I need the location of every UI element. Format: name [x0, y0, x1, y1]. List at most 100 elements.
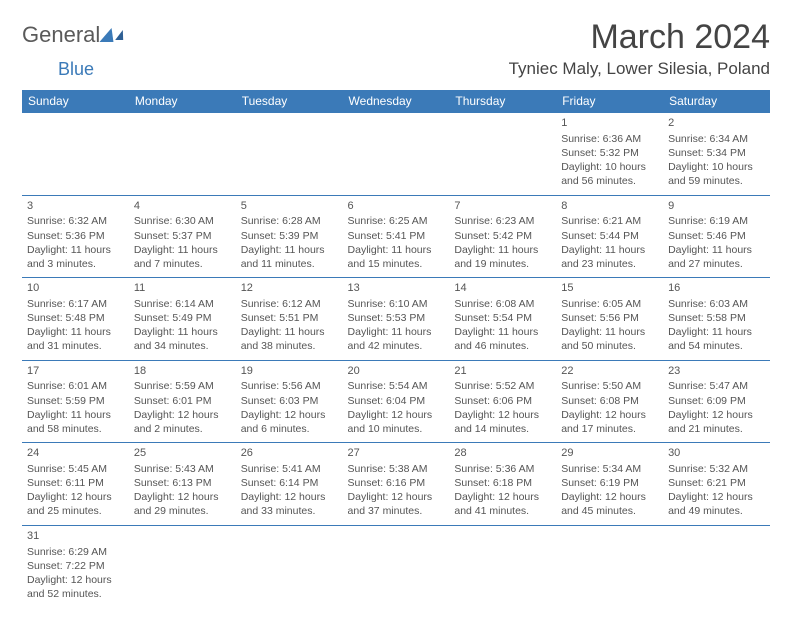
daylight-text: Daylight: 12 hours: [27, 490, 124, 504]
day-number: 18: [134, 364, 231, 379]
day-header: Saturday: [663, 90, 770, 113]
sunset-text: Sunset: 6:01 PM: [134, 394, 231, 408]
daylight-text: Daylight: 12 hours: [668, 408, 765, 422]
daylight-text: Daylight: 11 hours: [27, 325, 124, 339]
calendar-cell: [449, 525, 556, 607]
sunset-text: Sunset: 5:54 PM: [454, 311, 551, 325]
day-number: 8: [561, 199, 658, 214]
daylight-text: Daylight: 11 hours: [134, 243, 231, 257]
calendar-cell: 22Sunrise: 5:50 AMSunset: 6:08 PMDayligh…: [556, 360, 663, 443]
calendar-cell: 28Sunrise: 5:36 AMSunset: 6:18 PMDayligh…: [449, 443, 556, 526]
calendar-cell: 26Sunrise: 5:41 AMSunset: 6:14 PMDayligh…: [236, 443, 343, 526]
calendar-cell: 21Sunrise: 5:52 AMSunset: 6:06 PMDayligh…: [449, 360, 556, 443]
calendar-row: 17Sunrise: 6:01 AMSunset: 5:59 PMDayligh…: [22, 360, 770, 443]
day-number: 17: [27, 364, 124, 379]
daylight-text: and 27 minutes.: [668, 257, 765, 271]
daylight-text: Daylight: 11 hours: [134, 325, 231, 339]
calendar-cell: 13Sunrise: 6:10 AMSunset: 5:53 PMDayligh…: [343, 278, 450, 361]
day-number: 16: [668, 281, 765, 296]
sunrise-text: Sunrise: 6:28 AM: [241, 214, 338, 228]
day-number: 20: [348, 364, 445, 379]
calendar-cell: 2Sunrise: 6:34 AMSunset: 5:34 PMDaylight…: [663, 113, 770, 196]
sunset-text: Sunset: 5:59 PM: [27, 394, 124, 408]
daylight-text: and 54 minutes.: [668, 339, 765, 353]
sunrise-text: Sunrise: 5:36 AM: [454, 462, 551, 476]
daylight-text: and 41 minutes.: [454, 504, 551, 518]
day-number: 5: [241, 199, 338, 214]
calendar-cell: [663, 525, 770, 607]
sunset-text: Sunset: 5:46 PM: [668, 229, 765, 243]
sunset-text: Sunset: 7:22 PM: [27, 559, 124, 573]
sunset-text: Sunset: 5:44 PM: [561, 229, 658, 243]
daylight-text: Daylight: 11 hours: [668, 325, 765, 339]
sunrise-text: Sunrise: 5:43 AM: [134, 462, 231, 476]
calendar-row: 1Sunrise: 6:36 AMSunset: 5:32 PMDaylight…: [22, 113, 770, 196]
day-number: 26: [241, 446, 338, 461]
day-number: 3: [27, 199, 124, 214]
calendar-cell: 18Sunrise: 5:59 AMSunset: 6:01 PMDayligh…: [129, 360, 236, 443]
day-number: 7: [454, 199, 551, 214]
day-header: Sunday: [22, 90, 129, 113]
sunset-text: Sunset: 6:18 PM: [454, 476, 551, 490]
daylight-text: Daylight: 12 hours: [134, 490, 231, 504]
daylight-text: and 56 minutes.: [561, 174, 658, 188]
day-header: Thursday: [449, 90, 556, 113]
sunset-text: Sunset: 5:53 PM: [348, 311, 445, 325]
daylight-text: Daylight: 11 hours: [561, 243, 658, 257]
day-number: 23: [668, 364, 765, 379]
calendar-cell: 1Sunrise: 6:36 AMSunset: 5:32 PMDaylight…: [556, 113, 663, 196]
calendar-cell: [236, 113, 343, 196]
sunrise-text: Sunrise: 6:03 AM: [668, 297, 765, 311]
day-number: 6: [348, 199, 445, 214]
calendar-cell: 24Sunrise: 5:45 AMSunset: 6:11 PMDayligh…: [22, 443, 129, 526]
sunrise-text: Sunrise: 5:50 AM: [561, 379, 658, 393]
daylight-text: and 38 minutes.: [241, 339, 338, 353]
calendar-cell: 17Sunrise: 6:01 AMSunset: 5:59 PMDayligh…: [22, 360, 129, 443]
calendar-cell: 7Sunrise: 6:23 AMSunset: 5:42 PMDaylight…: [449, 195, 556, 278]
sunset-text: Sunset: 5:56 PM: [561, 311, 658, 325]
daylight-text: and 50 minutes.: [561, 339, 658, 353]
day-number: 12: [241, 281, 338, 296]
daylight-text: and 7 minutes.: [134, 257, 231, 271]
sunrise-text: Sunrise: 5:38 AM: [348, 462, 445, 476]
day-number: 9: [668, 199, 765, 214]
day-number: 29: [561, 446, 658, 461]
calendar-cell: [22, 113, 129, 196]
calendar-cell: 12Sunrise: 6:12 AMSunset: 5:51 PMDayligh…: [236, 278, 343, 361]
month-title: March 2024: [509, 18, 770, 57]
calendar-cell: 16Sunrise: 6:03 AMSunset: 5:58 PMDayligh…: [663, 278, 770, 361]
daylight-text: Daylight: 12 hours: [454, 408, 551, 422]
calendar-cell: 19Sunrise: 5:56 AMSunset: 6:03 PMDayligh…: [236, 360, 343, 443]
daylight-text: and 49 minutes.: [668, 504, 765, 518]
calendar-cell: 8Sunrise: 6:21 AMSunset: 5:44 PMDaylight…: [556, 195, 663, 278]
day-number: 19: [241, 364, 338, 379]
daylight-text: and 25 minutes.: [27, 504, 124, 518]
sunset-text: Sunset: 6:21 PM: [668, 476, 765, 490]
daylight-text: Daylight: 11 hours: [561, 325, 658, 339]
daylight-text: Daylight: 11 hours: [348, 243, 445, 257]
sunset-text: Sunset: 6:06 PM: [454, 394, 551, 408]
day-header: Friday: [556, 90, 663, 113]
sunrise-text: Sunrise: 5:56 AM: [241, 379, 338, 393]
calendar-cell: 25Sunrise: 5:43 AMSunset: 6:13 PMDayligh…: [129, 443, 236, 526]
sunset-text: Sunset: 5:34 PM: [668, 146, 765, 160]
sunrise-text: Sunrise: 6:17 AM: [27, 297, 124, 311]
daylight-text: and 58 minutes.: [27, 422, 124, 436]
day-number: 10: [27, 281, 124, 296]
daylight-text: Daylight: 11 hours: [348, 325, 445, 339]
day-header: Wednesday: [343, 90, 450, 113]
calendar-cell: 5Sunrise: 6:28 AMSunset: 5:39 PMDaylight…: [236, 195, 343, 278]
calendar-cell: 11Sunrise: 6:14 AMSunset: 5:49 PMDayligh…: [129, 278, 236, 361]
daylight-text: Daylight: 11 hours: [27, 408, 124, 422]
daylight-text: Daylight: 11 hours: [454, 325, 551, 339]
calendar-cell: [343, 525, 450, 607]
logo-triangle2-icon: [115, 30, 127, 40]
sunrise-text: Sunrise: 5:34 AM: [561, 462, 658, 476]
sunrise-text: Sunrise: 6:30 AM: [134, 214, 231, 228]
daylight-text: Daylight: 11 hours: [241, 243, 338, 257]
sunset-text: Sunset: 5:32 PM: [561, 146, 658, 160]
sunrise-text: Sunrise: 5:45 AM: [27, 462, 124, 476]
sunrise-text: Sunrise: 6:19 AM: [668, 214, 765, 228]
daylight-text: Daylight: 12 hours: [668, 490, 765, 504]
sunset-text: Sunset: 6:14 PM: [241, 476, 338, 490]
